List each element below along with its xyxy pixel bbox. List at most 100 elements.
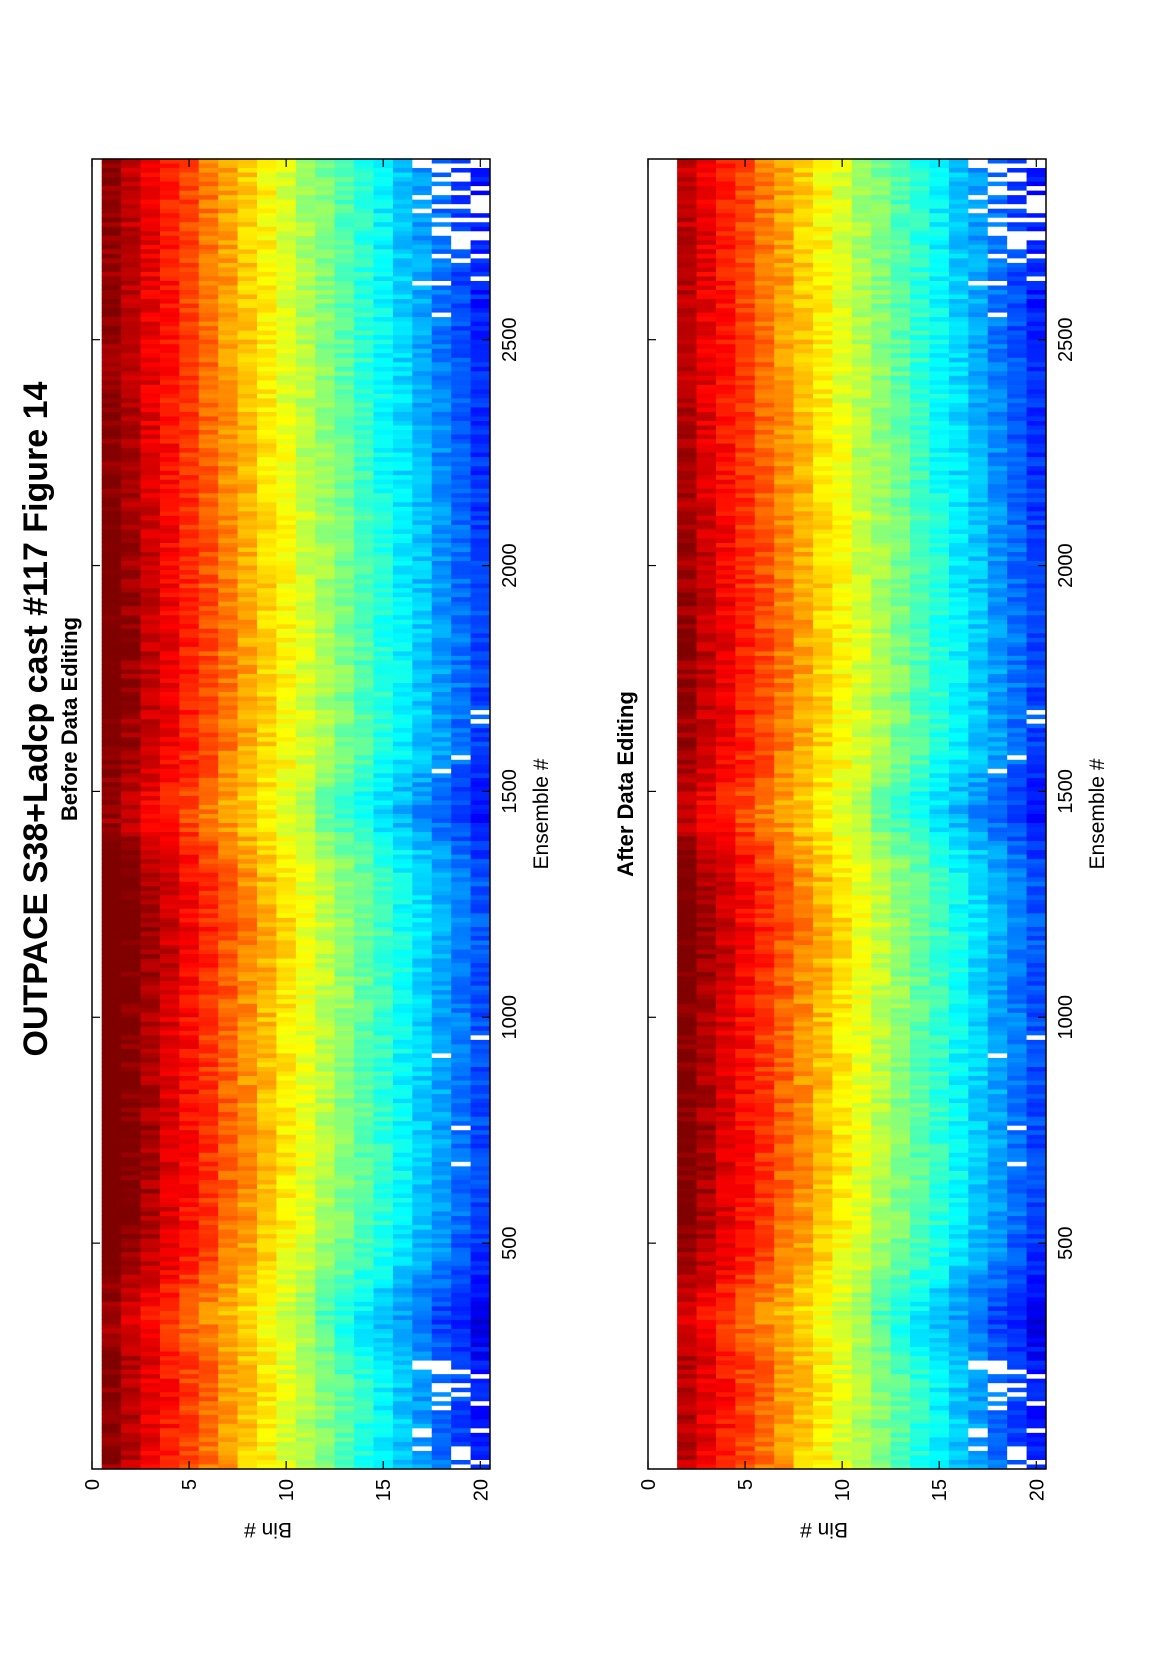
heatmap-cell — [392, 1364, 413, 1370]
heatmap-cell — [373, 980, 394, 986]
heatmap-cell — [198, 393, 219, 399]
heatmap-cell — [295, 759, 316, 765]
heatmap-cell — [412, 786, 433, 792]
heatmap-cell — [101, 948, 122, 955]
heatmap-cell — [392, 876, 413, 882]
heatmap-cell — [218, 1400, 239, 1406]
heatmap-cell — [412, 537, 433, 543]
heatmap-cell — [373, 646, 394, 652]
heatmap-cell — [373, 650, 394, 656]
heatmap-cell — [218, 330, 239, 336]
heatmap-cell — [295, 1265, 316, 1271]
heatmap-cell — [334, 316, 355, 322]
heatmap-cell — [392, 1116, 413, 1122]
heatmap-cell — [295, 1125, 316, 1131]
heatmap-cell — [412, 226, 433, 232]
heatmap-cell — [373, 199, 394, 205]
heatmap-cell — [315, 1346, 336, 1352]
heatmap-cell — [101, 650, 122, 656]
heatmap-cell — [101, 962, 122, 968]
heatmap-cell — [121, 483, 142, 489]
heatmap-cell — [315, 732, 336, 738]
heatmap-cell — [392, 339, 413, 345]
heatmap-cell — [140, 479, 161, 485]
heatmap-cell — [237, 348, 258, 354]
heatmap-cell — [101, 1143, 122, 1149]
heatmap-cell — [121, 976, 142, 982]
heatmap-cell — [315, 1079, 336, 1086]
heatmap-cell — [276, 1346, 297, 1352]
heatmap-cell — [179, 777, 200, 783]
heatmap-cell — [392, 944, 413, 950]
heatmap-cell — [373, 971, 394, 977]
heatmap-cell — [295, 465, 316, 471]
heatmap-cell — [354, 1039, 375, 1045]
heatmap-cell — [295, 754, 316, 760]
heatmap-cell — [373, 1242, 394, 1248]
heatmap-cell — [257, 1143, 277, 1149]
heatmap-cell — [276, 1414, 297, 1420]
heatmap-cell — [334, 162, 355, 169]
heatmap-cell — [198, 1048, 219, 1054]
heatmap-cell — [159, 217, 180, 223]
heatmap-cell — [218, 1265, 239, 1271]
heatmap-cell — [159, 461, 180, 467]
heatmap-cell — [198, 1378, 219, 1384]
heatmap-cell — [412, 592, 433, 598]
heatmap-cell — [257, 1188, 277, 1194]
heatmap-cell — [179, 1161, 200, 1167]
heatmap-cell — [412, 1147, 433, 1153]
heatmap-cell — [198, 307, 219, 313]
heatmap-cell — [101, 1192, 122, 1198]
heatmap-cell — [334, 180, 355, 187]
heatmap-cell — [121, 1400, 142, 1406]
heatmap-cell — [159, 1441, 180, 1447]
heatmap-cell — [121, 1378, 142, 1384]
heatmap-cell — [295, 1337, 316, 1343]
heatmap-cell — [218, 1341, 239, 1348]
heatmap-cell — [334, 673, 355, 679]
heatmap-cell — [101, 357, 122, 363]
heatmap-cell — [373, 592, 394, 598]
heatmap-cell — [354, 1156, 375, 1162]
heatmap-cell — [295, 1233, 316, 1239]
heatmap-cell — [354, 831, 375, 837]
heatmap-cell — [354, 863, 375, 869]
heatmap-cell — [218, 280, 239, 286]
heatmap-cell — [218, 307, 239, 313]
heatmap-cell — [315, 397, 336, 403]
heatmap-cell — [276, 985, 297, 991]
heatmap-cell — [140, 411, 161, 417]
heatmap-cell — [179, 1043, 200, 1049]
heatmap-cell — [412, 483, 433, 489]
heatmap-cell — [334, 1251, 355, 1257]
heatmap-cell — [276, 826, 297, 833]
heatmap-cell — [121, 1441, 142, 1447]
heatmap-cell — [237, 745, 258, 751]
heatmap-cell — [101, 804, 122, 810]
heatmap-cell — [412, 1359, 433, 1366]
heatmap-cell — [257, 302, 277, 309]
heatmap-cell — [412, 564, 433, 571]
heatmap-cell — [198, 939, 219, 945]
heatmap-cell — [315, 1450, 336, 1456]
heatmap-cell — [334, 185, 355, 191]
heatmap-cell — [101, 343, 122, 349]
heatmap-cell — [179, 623, 200, 629]
heatmap-cell — [121, 167, 142, 173]
heatmap-cell — [159, 587, 180, 593]
heatmap-cell — [101, 1296, 122, 1302]
heatmap-cell — [295, 1021, 316, 1027]
heatmap-cell — [392, 239, 413, 245]
heatmap-cell — [101, 646, 122, 652]
heatmap-cell — [179, 867, 200, 873]
heatmap-cell — [179, 1414, 200, 1420]
heatmap-cell — [257, 284, 277, 290]
heatmap-cell — [334, 619, 355, 625]
heatmap-cell — [276, 1215, 297, 1221]
heatmap-cell — [101, 971, 122, 977]
heatmap-cell — [140, 1450, 161, 1456]
heatmap-cell — [218, 406, 239, 412]
heatmap-cell — [237, 957, 258, 964]
heatmap-cell — [334, 1102, 355, 1108]
